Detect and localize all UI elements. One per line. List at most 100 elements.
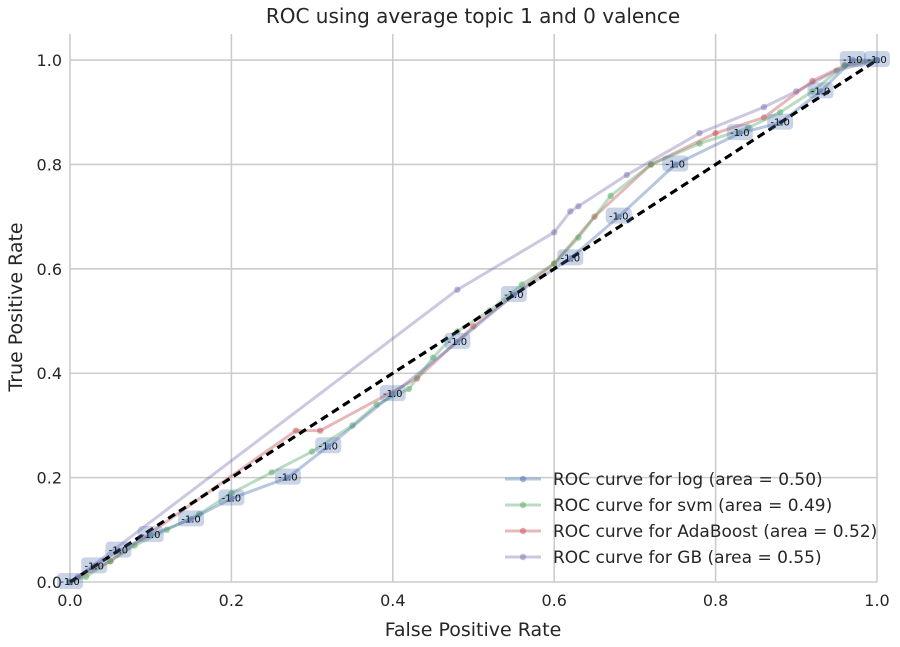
legend-swatch-marker [519, 501, 527, 509]
threshold-label-box [315, 437, 342, 454]
threshold-label-text: -1.0 [561, 253, 581, 264]
threshold-label: -1.0 [105, 541, 132, 558]
y-axis-label: True Positive Rate [5, 222, 27, 392]
threshold-label: -1.0 [137, 526, 164, 543]
y-tick-label: 1.0 [37, 51, 62, 70]
threshold-label-text: -1.0 [84, 561, 104, 572]
data-point [413, 375, 421, 382]
series-3 [66, 56, 881, 586]
threshold-label-box [500, 285, 527, 302]
legend-label: ROC curve for svm (area = 0.49) [553, 496, 832, 516]
data-point [591, 213, 598, 220]
plot-area [70, 34, 877, 582]
threshold-label-text: -1.0 [811, 86, 831, 97]
threshold-label: -1.0 [178, 510, 205, 527]
threshold-label-box [557, 249, 584, 266]
legend-item-2: ROC curve for AdaBoost (area = 0.52) [505, 522, 877, 542]
data-point [817, 88, 824, 95]
threshold-label-text: -1.0 [318, 441, 338, 452]
data-point [82, 573, 90, 580]
threshold-label: -1.0 [767, 113, 794, 130]
data-point [228, 490, 235, 497]
data-point [195, 510, 203, 518]
threshold-label: -1.0 [274, 468, 301, 485]
data-point [131, 542, 138, 549]
y-tick-label: 0.6 [37, 260, 62, 279]
series-line [69, 58, 878, 584]
data-point [672, 161, 679, 168]
threshold-label-box [218, 489, 245, 506]
data-point [575, 203, 582, 210]
data-point [107, 557, 114, 565]
threshold-label: -1.0 [864, 51, 890, 68]
threshold-label-text: -1.0 [609, 212, 629, 223]
series-line [69, 58, 878, 584]
data-point [575, 234, 582, 241]
data-point [607, 192, 614, 199]
threshold-label-box [807, 82, 834, 99]
threshold-label-box [726, 124, 753, 141]
data-point [776, 109, 784, 116]
data-point [373, 401, 380, 408]
legend-label: ROC curve for GB (area = 0.55) [553, 548, 822, 568]
data-point [454, 286, 461, 293]
data-point [760, 103, 768, 111]
legend-label: ROC curve for log (area = 0.50) [553, 470, 823, 490]
threshold-label-text: -1.0 [181, 514, 201, 525]
legend-item-0: ROC curve for log (area = 0.50) [505, 470, 823, 490]
threshold-label-box [767, 113, 794, 130]
x-tick-label: 1.0 [864, 591, 889, 610]
data-point [809, 88, 816, 95]
data-point [841, 62, 848, 69]
x-tick-label: 0.6 [541, 591, 566, 610]
threshold-label: -1.0 [218, 489, 245, 506]
data-point [873, 56, 881, 64]
threshold-label-text: -1.0 [843, 55, 863, 66]
threshold-label-box [178, 510, 205, 527]
legend: ROC curve for log (area = 0.50) ROC curve… [505, 470, 877, 568]
threshold-label-text: -1.0 [222, 493, 242, 504]
data-point [615, 213, 622, 220]
threshold-label: -1.0 [807, 82, 834, 99]
threshold-label-text: -1.0 [770, 118, 790, 129]
threshold-label: -1.0 [57, 573, 83, 589]
y-tick-label: 0.2 [37, 469, 62, 488]
reference-layer [69, 58, 878, 584]
legend-item-1: ROC curve for svm (area = 0.49) [505, 496, 832, 516]
data-point [712, 129, 719, 137]
legend-swatch-marker [519, 553, 527, 561]
threshold-label: -1.0 [605, 207, 632, 224]
data-point [147, 531, 154, 539]
threshold-label: -1.0 [662, 155, 689, 172]
legend-swatch-marker [519, 527, 527, 535]
threshold-label-box [57, 573, 83, 589]
data-point [647, 161, 655, 168]
data-point [736, 129, 744, 137]
y-tick-label: 0.4 [37, 364, 62, 383]
data-point [470, 323, 477, 330]
threshold-label-text: -1.0 [60, 577, 80, 588]
threshold-label-box [662, 155, 689, 172]
point-labels-layer: -1.0 -1.0 -1.0 -1.0 -1.0 -1.0 -1.0 -1.0 -1.0 -1.0… [57, 51, 890, 589]
data-point [809, 77, 816, 85]
x-tick-label: 0.4 [380, 591, 405, 610]
data-point [349, 422, 356, 429]
data-point [268, 469, 275, 476]
legend-label: ROC curve for AdaBoost (area = 0.52) [553, 522, 877, 542]
threshold-label: -1.0 [726, 124, 753, 141]
threshold-label-box [605, 207, 632, 224]
x-tick-label: 0.0 [57, 591, 82, 610]
threshold-label-box [444, 332, 471, 349]
x-tick-label: 0.8 [703, 591, 728, 610]
data-point [833, 67, 840, 74]
data-point [163, 526, 171, 534]
data-point [623, 171, 631, 179]
threshold-label-text: -1.0 [109, 546, 129, 557]
x-tick-label: 0.2 [219, 591, 244, 610]
data-point [551, 260, 558, 267]
data-point [316, 427, 324, 434]
data-point [696, 140, 703, 147]
threshold-label: -1.0 [81, 557, 108, 574]
data-point [308, 448, 316, 455]
